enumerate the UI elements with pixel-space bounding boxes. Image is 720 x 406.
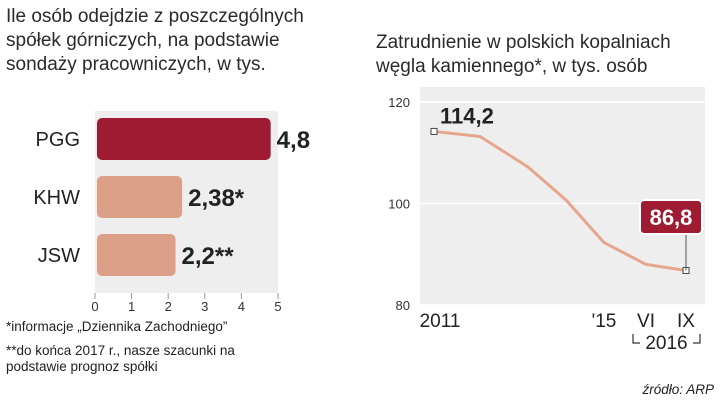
x-tick-label: 2011 [420, 311, 461, 332]
x-tick-label: 3 [201, 299, 208, 314]
x-tick-label: 4 [238, 299, 245, 314]
last-point-label: 86,8 [650, 205, 693, 230]
bar [97, 118, 271, 160]
bar-value-label: 2,2** [182, 243, 235, 270]
data-point [526, 165, 530, 169]
x-tick-label: IX [677, 311, 695, 332]
x-tick-label: 5 [274, 299, 281, 314]
bar-value-label: 4,8 [277, 127, 310, 154]
year-bracket-right [693, 334, 701, 344]
x-tick-label: '15 [592, 311, 617, 332]
bar [97, 176, 183, 218]
footnote-3: podstawie prognoz spółki [6, 359, 158, 374]
year-bracket-left [632, 334, 640, 344]
x-tick-label: 0 [91, 299, 98, 314]
data-point [564, 198, 568, 202]
data-point [644, 262, 648, 266]
category-label: JSW [38, 245, 80, 267]
first-point-label: 114,2 [440, 103, 494, 128]
data-point [602, 241, 606, 245]
data-point [478, 135, 482, 139]
y-tick-label: 80 [396, 298, 410, 313]
footnote-1: *informacje „Dziennika Zachodniego” [6, 319, 228, 334]
bar-chart-title: Ile osób odejdzie z poszczególnych spółe… [6, 6, 304, 75]
footnote-2: **do końca 2017 r., nasze szacunki na [6, 343, 235, 358]
year-label: 2016 [645, 333, 687, 354]
last-point-callout [639, 199, 703, 235]
x-tick-label: VI [637, 311, 655, 332]
x-tick-label: 2 [165, 299, 172, 314]
category-label: PGG [36, 129, 80, 151]
y-tick-label: 100 [388, 197, 410, 212]
line-chart-title: Zatrudnienie w polskich kopalniach węgla… [376, 32, 671, 77]
y-tick-label: 120 [388, 95, 410, 110]
data-point-marker [430, 127, 438, 135]
x-tick-label: 1 [128, 299, 135, 314]
bar-value-label: 2,38* [188, 185, 245, 212]
category-label: KHW [33, 187, 80, 209]
source-note: źródło: ARP [642, 382, 714, 397]
bar [97, 234, 176, 276]
